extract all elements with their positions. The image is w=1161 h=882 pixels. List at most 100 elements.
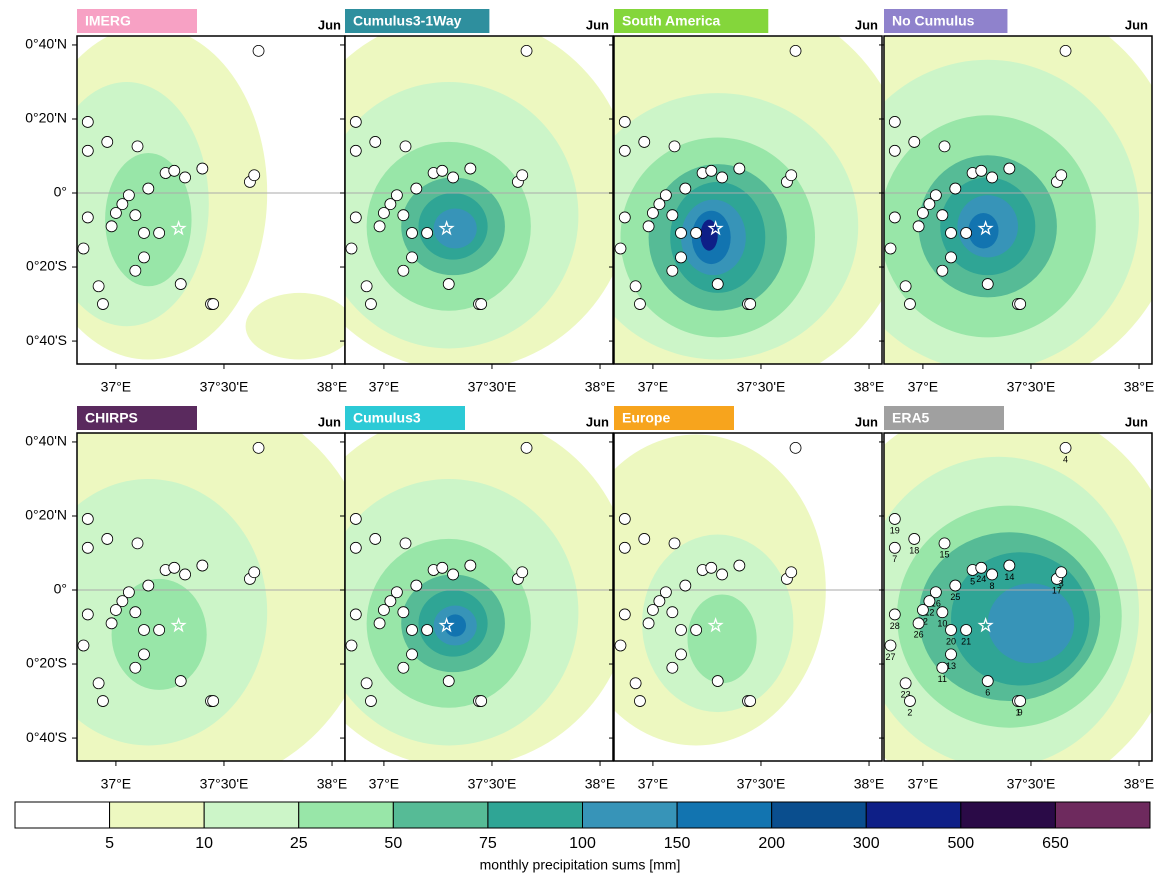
station [949, 182, 962, 195]
station [349, 541, 362, 554]
station [705, 164, 718, 177]
station [174, 675, 187, 687]
station [345, 639, 358, 652]
station [744, 695, 757, 707]
station-id: 7 [892, 554, 897, 564]
station [436, 561, 449, 574]
colorbar-box [960, 801, 1056, 829]
y-tick-label: 0°40'N [25, 433, 67, 449]
x-tick-label: 37°E [101, 776, 132, 792]
y-tick-label: 0°40'N [25, 36, 67, 52]
station-id: 23 [901, 690, 911, 700]
station [945, 251, 957, 264]
station-id: 27 [885, 652, 895, 662]
station [904, 298, 916, 310]
station [908, 533, 921, 545]
station [1059, 44, 1072, 57]
station [975, 164, 988, 177]
station [349, 211, 362, 224]
station-id: 20 [946, 636, 956, 646]
station-id: 9 [1018, 707, 1023, 717]
station [675, 227, 687, 239]
y-tick-label: 0° [54, 581, 67, 597]
panel-title-bg [614, 406, 734, 430]
station [116, 198, 129, 211]
station [923, 595, 936, 608]
panel-month: Jun [586, 414, 609, 429]
station [960, 624, 973, 636]
map-panel [345, 36, 613, 364]
station [912, 617, 925, 630]
station [659, 586, 672, 599]
station [390, 586, 403, 599]
station [399, 140, 412, 153]
precip-contour [987, 583, 1075, 664]
station [365, 695, 377, 707]
x-tick-label: 37°E [908, 776, 939, 792]
panel-title: Cumulus3 [353, 410, 421, 426]
station [936, 209, 949, 222]
station [138, 227, 150, 239]
station [614, 639, 627, 652]
panel-month: Jun [586, 17, 609, 32]
map-panel [77, 36, 345, 364]
station [912, 220, 925, 233]
panel-title: Europe [622, 410, 670, 426]
station [369, 533, 382, 545]
colorbar-label: 100 [569, 835, 596, 852]
station [675, 648, 687, 661]
station [97, 298, 109, 310]
station [92, 280, 105, 293]
colorbar-box [109, 801, 205, 829]
station [634, 695, 646, 707]
station [464, 559, 477, 572]
station [629, 280, 642, 293]
station [789, 441, 802, 454]
station [378, 207, 390, 219]
station [618, 608, 631, 621]
star-marker [170, 616, 187, 633]
station [679, 579, 692, 592]
star-marker [977, 219, 994, 236]
colorbar-box [298, 801, 394, 829]
station-id: 26 [914, 630, 924, 640]
station [899, 677, 912, 690]
panel-frame [613, 35, 883, 365]
colorbar-box [676, 801, 773, 829]
station [986, 568, 998, 581]
station [196, 559, 209, 572]
station [668, 140, 681, 153]
station [397, 606, 410, 619]
station [138, 251, 150, 264]
station [1059, 441, 1072, 454]
station [666, 209, 679, 222]
station-id: 24 [976, 574, 986, 584]
panel-title-bg [884, 9, 1008, 33]
station [410, 579, 423, 592]
x-tick-label: 37°E [638, 776, 669, 792]
station [884, 639, 897, 652]
station [629, 677, 642, 690]
station [397, 209, 410, 222]
station [938, 140, 951, 153]
x-tick-label: 38°E [317, 379, 348, 395]
map-panel [614, 433, 882, 761]
station [981, 675, 994, 687]
panel-frame [883, 35, 1153, 365]
station [675, 624, 687, 636]
station [81, 541, 94, 554]
station-id: 17 [1052, 585, 1062, 595]
station [938, 537, 951, 550]
station [131, 140, 144, 153]
station [142, 182, 155, 195]
colorbar-box [392, 801, 489, 829]
station-id: 8 [990, 581, 995, 591]
station [447, 568, 459, 581]
station [520, 44, 533, 57]
panel-title: CHIRPS [85, 410, 138, 426]
station [105, 617, 118, 630]
station [77, 242, 90, 255]
star-marker [170, 219, 187, 236]
y-tick-label: 0°20'N [25, 110, 67, 126]
station [888, 211, 901, 224]
